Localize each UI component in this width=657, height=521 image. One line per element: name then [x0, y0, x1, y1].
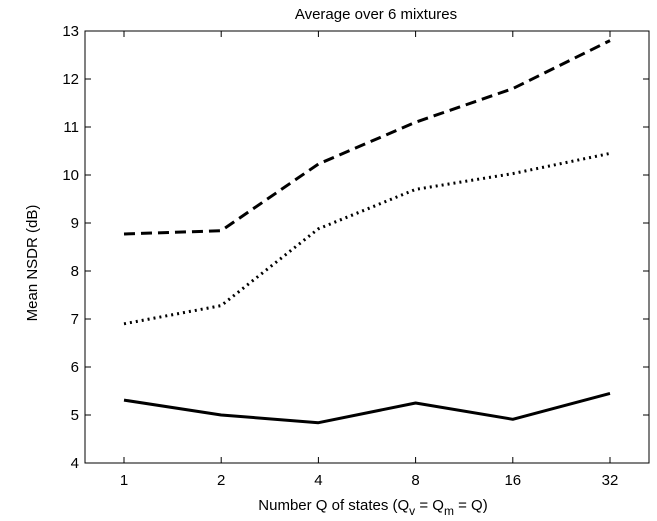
y-tick-label: 11 [63, 119, 79, 136]
x-axis: 1 2 4 8 16 32 [120, 31, 619, 489]
y-tick-label: 9 [71, 215, 79, 232]
y-tick-label: 10 [62, 167, 79, 184]
x-tick-label: 32 [602, 472, 619, 489]
series-line-dotted [123, 151, 611, 326]
x-tick-label: 2 [217, 472, 225, 489]
x-tick-label: 4 [314, 472, 322, 489]
series-layer [123, 39, 611, 425]
chart-title: Average over 6 mixtures [295, 6, 457, 23]
x-axis-title-sub-v: v [409, 504, 415, 518]
y-tick-label: 6 [71, 359, 79, 376]
y-tick-label: 7 [71, 311, 79, 328]
y-tick-label: 12 [62, 71, 79, 88]
x-tick-label: 8 [411, 472, 419, 489]
x-tick-label: 1 [120, 472, 128, 489]
y-axis-title: Mean NSDR (dB) [24, 205, 41, 322]
y-tick-label: 13 [62, 23, 79, 40]
x-axis-title-prefix: Number Q of states (Q [258, 497, 409, 514]
series-line-dashed [123, 39, 611, 236]
y-tick-label: 8 [71, 263, 79, 280]
x-axis-title: Number Q of states (Qv = Qm = Q) [258, 497, 487, 518]
y-tick-label: 4 [71, 455, 79, 472]
x-tick-label: 16 [504, 472, 521, 489]
y-tick-label: 5 [71, 407, 79, 424]
x-axis-title-sub-m: m [444, 504, 454, 518]
x-axis-title-suffix: = Q) [454, 497, 488, 514]
x-axis-title-mid: = Q [415, 497, 444, 514]
y-axis: 4 5 6 7 8 9 10 11 12 13 [62, 23, 649, 472]
plot-frame [84, 30, 650, 464]
series-line-solid [123, 391, 611, 425]
